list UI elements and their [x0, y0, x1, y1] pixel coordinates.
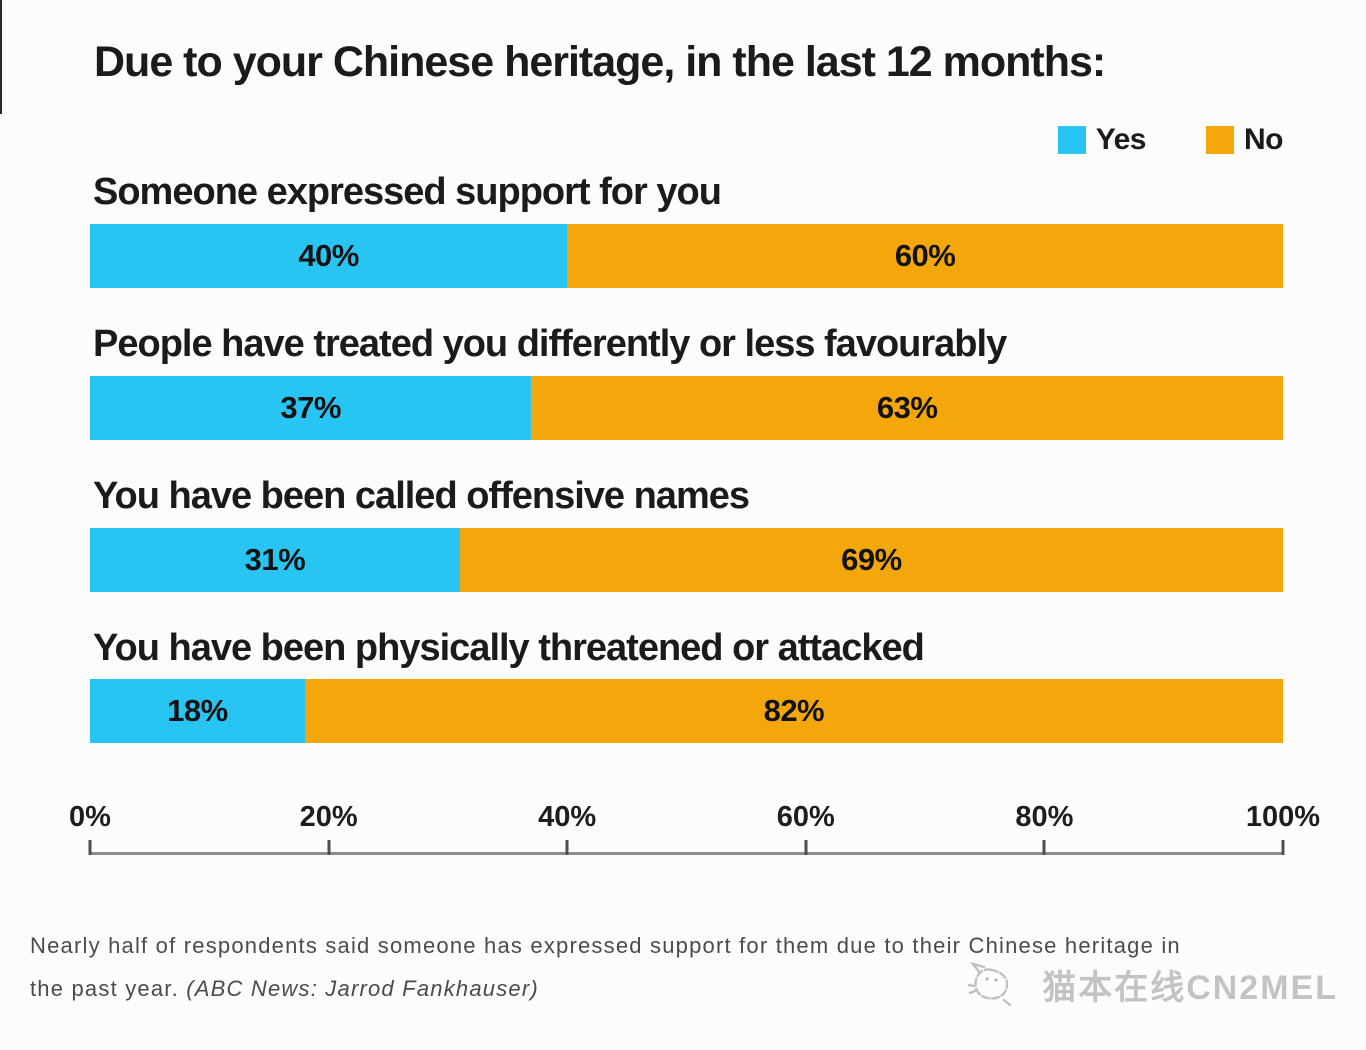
axis-tick [565, 840, 569, 856]
value-label: 37% [280, 389, 341, 425]
bar-segment-yes: 18% [90, 679, 305, 744]
legend-swatch-yes-icon [1057, 126, 1086, 155]
bar-row: Someone expressed support for you 40% 60% [90, 171, 1283, 289]
axis-tick-label: 60% [776, 801, 835, 834]
bar-segment-yes: 37% [90, 375, 532, 440]
bar-row: You have been called offensive names 31% 6… [90, 475, 1283, 592]
x-axis: 0% 20% 40% 60% 80% 100% [69, 799, 1320, 856]
stacked-bar: 37% 63% [90, 375, 1283, 440]
bar-rows: Someone expressed support for you 40% 60% P… [90, 171, 1283, 744]
screen-edge-artifact [0, 0, 2, 114]
legend-label-yes: Yes [1095, 123, 1147, 157]
axis-line [90, 852, 1283, 856]
category-label: You have been physically threatened or a… [93, 626, 925, 669]
value-label: 18% [167, 693, 228, 729]
value-label: 40% [298, 238, 359, 274]
watermark-text: 猫本在线CN2MEL [1042, 968, 1338, 1007]
bar-segment-yes: 31% [90, 527, 460, 592]
caption-line2: the past year. [30, 976, 187, 1002]
stacked-bar: 18% 82% [90, 679, 1283, 744]
value-label: 31% [244, 541, 306, 577]
legend-item-yes: Yes [1057, 123, 1147, 157]
watermark: 猫本在线CN2MEL [968, 956, 1338, 1012]
value-label: 69% [841, 541, 902, 577]
category-label: Someone expressed support for you [93, 171, 722, 214]
axis-tick-label: 40% [538, 801, 597, 834]
caption: Nearly half of respondents said someone … [30, 925, 1336, 1011]
value-label: 82% [763, 693, 825, 729]
bar-segment-no: 60% [567, 224, 1283, 289]
axis-tick [327, 840, 331, 856]
bar-segment-no: 63% [531, 375, 1283, 440]
stacked-bar: 31% 69% [90, 527, 1283, 592]
bar-row: You have been physically threatened or a… [90, 627, 1283, 744]
axis-tick-label: 100% [1245, 801, 1321, 834]
bar-segment-yes: 40% [90, 224, 568, 289]
axis-tick [804, 840, 808, 856]
stacked-bar: 40% 60% [90, 224, 1283, 289]
category-label: You have been called offensive names [93, 474, 750, 517]
stacked-bar-chart: Due to your Chinese heritage, in the las… [69, 38, 1320, 856]
value-label: 60% [894, 238, 956, 274]
caption-line1: Nearly half of respondents said someone … [30, 933, 1181, 959]
chart-legend: Yes No [90, 123, 1284, 157]
legend-label-no: No [1244, 123, 1284, 157]
axis-tick-label: 80% [1015, 801, 1074, 834]
axis-tick-label: 20% [299, 801, 358, 834]
value-label: 63% [876, 389, 938, 425]
legend-swatch-no-icon [1206, 126, 1234, 155]
bar-row: People have treated you differently or l… [90, 323, 1283, 440]
chart-title: Due to your Chinese heritage, in the las… [94, 38, 1106, 86]
axis-tick [1042, 840, 1046, 856]
category-label: People have treated you differently or l… [93, 323, 1007, 366]
cat-logo-icon [968, 961, 1012, 1007]
caption-credit: (ABC News: Jarrod Fankhauser) [186, 976, 539, 1002]
bar-segment-no: 69% [459, 527, 1283, 592]
axis-tick [1281, 840, 1285, 856]
legend-item-no: No [1206, 123, 1284, 157]
axis-tick [88, 840, 92, 856]
axis-tick-label: 0% [69, 801, 111, 834]
bar-segment-no: 82% [304, 679, 1283, 744]
